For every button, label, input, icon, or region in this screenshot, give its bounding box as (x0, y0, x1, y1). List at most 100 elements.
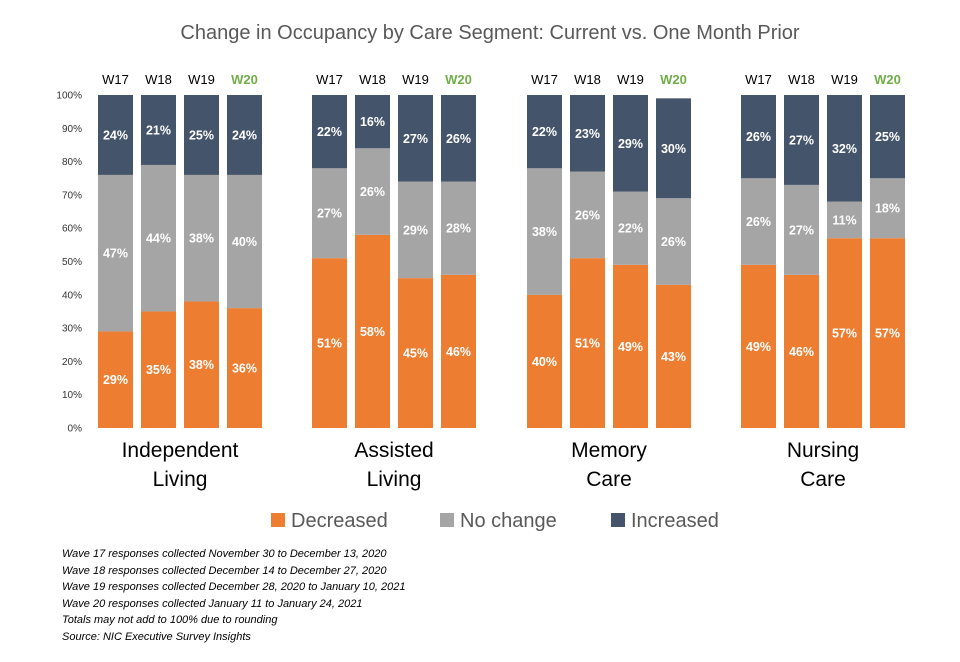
bar-segment-no-change (98, 174, 133, 332)
data-label-decreased: 36% (232, 362, 257, 376)
y-tick-label: 20% (62, 357, 82, 368)
bar-group: W17 51% 27% 22% W18 58% 26% 16% W19 45% 29% 27% W20 4… (312, 72, 476, 491)
bar-segment-no-change (613, 191, 648, 265)
bar-segment-decreased (613, 264, 648, 428)
data-label-no-change: 38% (532, 225, 557, 239)
bar-group: W17 49% 26% 26% W18 46% 27% 27% W19 57% 11% 32% W20 5… (741, 72, 905, 491)
wave-label: W18 (145, 72, 172, 87)
legend: Decreased No change Increased (271, 510, 719, 532)
legend-swatch (440, 513, 454, 527)
group-label: Assisted (354, 439, 433, 462)
group-label: Nursing (787, 439, 859, 462)
data-label-increased: 22% (532, 125, 557, 139)
data-label-decreased: 58% (360, 325, 385, 339)
legend-item: Increased (611, 510, 719, 532)
bar-segment-increased (141, 95, 176, 165)
bar-segment-increased (98, 95, 133, 175)
group-label: Independent (122, 439, 239, 462)
data-label-decreased: 49% (618, 340, 643, 354)
wave-label: W17 (745, 72, 772, 87)
data-label-no-change: 26% (360, 185, 385, 199)
bar-segment-decreased (398, 278, 433, 428)
bar-segment-increased (227, 95, 262, 175)
bar-segment-decreased (98, 331, 133, 428)
y-tick-label: 100% (56, 91, 82, 102)
y-axis: 0% 10% 20% 30% 40% 50% 60% 70% 80% 90% 100% (56, 91, 82, 435)
data-label-no-change: 27% (317, 207, 342, 221)
data-label-increased: 30% (661, 142, 686, 156)
bar-segment-no-change (741, 178, 776, 265)
data-label-increased: 27% (789, 133, 814, 147)
bar-segment-no-change (784, 184, 819, 275)
data-label-decreased: 45% (403, 347, 428, 361)
legend-label: Decreased (291, 510, 388, 532)
wave-label: W20 (660, 72, 687, 87)
wave-label: W17 (316, 72, 343, 87)
data-label-no-change: 44% (146, 232, 171, 246)
data-label-no-change: 29% (403, 223, 428, 237)
y-tick-label: 90% (62, 124, 82, 135)
y-tick-label: 30% (62, 324, 82, 335)
data-label-decreased: 29% (103, 373, 128, 387)
bar-segment-increased (613, 95, 648, 192)
wave-label: W20 (445, 72, 472, 87)
group-label: Care (800, 468, 846, 491)
y-tick-label: 80% (62, 157, 82, 168)
data-label-increased: 32% (832, 142, 857, 156)
wave-label: W18 (574, 72, 601, 87)
data-label-decreased: 49% (746, 340, 771, 354)
wave-label: W20 (874, 72, 901, 87)
bar-segment-decreased (784, 274, 819, 428)
wave-label: W19 (402, 72, 429, 87)
y-tick-label: 70% (62, 190, 82, 201)
bar-segment-decreased (656, 284, 691, 428)
bar-segment-decreased (141, 311, 176, 428)
bar-segment-increased (527, 95, 562, 169)
legend-swatch (611, 513, 625, 527)
bar-segment-increased (784, 95, 819, 185)
bar-segment-increased (570, 95, 605, 172)
wave-label: W19 (188, 72, 215, 87)
legend-label: Increased (631, 510, 719, 532)
data-label-no-change: 27% (789, 223, 814, 237)
data-label-increased: 25% (875, 130, 900, 144)
bar-segment-decreased (227, 308, 262, 428)
y-tick-label: 60% (62, 224, 82, 235)
bar-segment-decreased (570, 258, 605, 428)
wave-label: W19 (831, 72, 858, 87)
data-label-increased: 29% (618, 137, 643, 151)
data-label-decreased: 35% (146, 363, 171, 377)
legend-item: No change (440, 510, 557, 532)
data-label-decreased: 38% (189, 358, 214, 372)
bar-segment-no-change (527, 168, 562, 295)
data-label-increased: 16% (360, 115, 385, 129)
data-label-no-change: 26% (746, 215, 771, 229)
data-label-decreased: 57% (875, 327, 900, 341)
bar-segment-no-change (870, 178, 905, 239)
data-label-increased: 25% (189, 128, 214, 142)
bar-groups: W17 29% 47% 24% W18 35% 44% 21% W19 38% 38% 25% W20 3… (98, 72, 905, 491)
bar-segment-decreased (527, 294, 562, 428)
footnote-wave-19: Wave 19 responses collected December 28,… (62, 581, 406, 594)
bar-group: W17 40% 38% 22% W18 51% 26% 23% W19 49% 22% 29% W20 4… (527, 72, 691, 491)
bar-segment-increased (870, 95, 905, 179)
bar-segment-no-change (570, 171, 605, 259)
bar-segment-decreased (441, 274, 476, 428)
data-label-increased: 24% (103, 128, 128, 142)
bar-segment-decreased (870, 238, 905, 428)
bar-segment-increased (656, 98, 691, 199)
bar-segment-no-change (398, 181, 433, 279)
y-tick-label: 40% (62, 290, 82, 301)
legend-swatch (271, 513, 285, 527)
footnote-wave-17: Wave 17 responses collected November 30 … (62, 548, 387, 560)
group-label: Living (367, 468, 422, 491)
data-label-increased: 26% (746, 130, 771, 144)
group-label: Living (153, 468, 208, 491)
footnote-wave-20: Wave 20 responses collected January 11 t… (62, 597, 363, 610)
data-label-no-change: 22% (618, 222, 643, 236)
wave-label: W18 (359, 72, 386, 87)
bar-segment-no-change (141, 164, 176, 312)
data-label-increased: 24% (232, 128, 257, 142)
y-tick-label: 50% (62, 257, 82, 268)
data-label-no-change: 11% (832, 213, 856, 227)
